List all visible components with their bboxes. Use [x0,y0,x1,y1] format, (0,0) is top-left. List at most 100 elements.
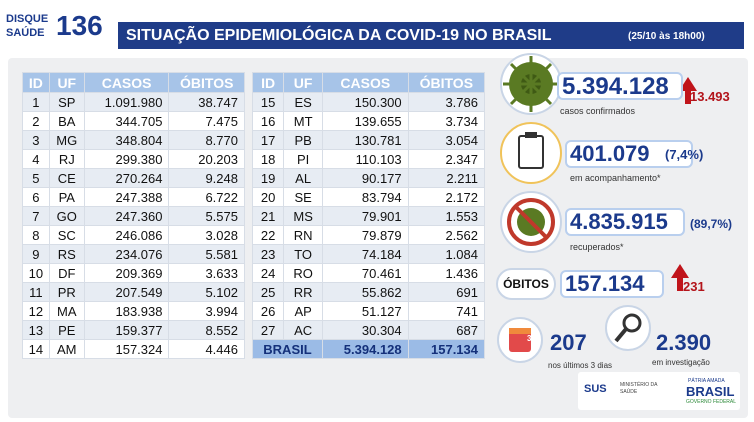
title: SITUAÇÃO EPIDEMIOLÓGICA DA COVID-19 NO B… [126,27,552,44]
cell: 246.086 [83,225,170,245]
total-cell: 157.134 [407,339,486,359]
cell: 4.446 [168,339,245,359]
cell: 10 [22,263,50,283]
cell: 24 [251,263,285,283]
cell: 687 [407,320,486,340]
cell: DF [48,263,85,283]
cell: 20.203 [168,149,245,169]
cell: 741 [407,301,486,321]
cell: PI [283,149,323,169]
cell: 130.781 [321,130,409,150]
cell: ES [283,92,323,112]
deaths-box [560,270,664,298]
cell: 209.369 [83,263,170,283]
table-left: ID UF CASOS ÓBITOS 1 SP 1.091.980 38.747 2 BA 344.… [22,72,245,359]
cell: 1 [22,92,50,112]
cell: 344.705 [83,111,170,131]
total-cell: BRASIL [252,339,323,359]
cell: 7.475 [168,111,245,131]
cell: TO [283,244,323,264]
column-header: ID [22,72,50,93]
cell: 17 [251,130,285,150]
table-right: ID UF CASOS ÓBITOS 15 ES 150.300 3.786 16 MT 139.6… [251,72,486,359]
cell: 12 [22,301,50,321]
cell: PR [48,282,85,302]
cell: 79.901 [321,206,409,226]
row: 2 BA 344.705 7.475 [22,111,245,131]
cell: 3.786 [407,92,486,112]
confirmed-increase: 13.493 [690,89,730,104]
cell: 2.172 [407,187,486,207]
sus-logo: SUS [584,383,607,395]
cell: SP [48,92,85,112]
cell: 6.722 [168,187,245,207]
cell: 7 [22,206,50,226]
cell: SE [283,187,323,207]
column-header: UF [283,72,323,93]
cell: AL [283,168,323,188]
column-header: CASOS [321,72,409,93]
cell: RN [283,225,323,245]
recovered-value: 4.835.915 [570,209,668,234]
row: 1 SP 1.091.980 38.747 [22,92,245,112]
cell: AP [283,301,323,321]
header-row: ID UF CASOS ÓBITOS [251,72,486,93]
cell: 9 [22,244,50,264]
cell: BA [48,111,85,131]
title-bar: SITUAÇÃO EPIDEMIOLÓGICA DA COVID-19 NO B… [118,22,744,49]
row: 4 RJ 299.380 20.203 [22,149,245,169]
confirmed-box [557,72,683,100]
logo-top: DISQUE [6,13,49,25]
cell: 1.553 [407,206,486,226]
cell: PB [283,130,323,150]
header-row: ID UF CASOS ÓBITOS [22,72,245,93]
cell: 691 [407,282,486,302]
row: 6 PA 247.388 6.722 [22,187,245,207]
row: 23 TO 74.184 1.084 [251,244,486,264]
row: 12 MA 183.938 3.994 [22,301,245,321]
cell: 79.879 [321,225,409,245]
cell: 5.575 [168,206,245,226]
row: 10 DF 209.369 3.633 [22,263,245,283]
column-header: ÓBITOS [407,72,486,93]
cell: 26 [251,301,285,321]
monitoring-value: 401.079 [570,141,650,166]
cell: 2.347 [407,149,486,169]
logo: DISQUE SAÚDE 136 [6,10,112,48]
row: 19 AL 90.177 2.211 [251,168,486,188]
timestamp: (25/10 às 18h00) [628,31,705,42]
cell: 3.994 [168,301,245,321]
deaths-value: 157.134 [565,271,645,296]
monitoring-label: em acompanhamento* [570,173,661,183]
confirmed-value: 5.394.128 [562,73,669,100]
cell: SC [48,225,85,245]
cell: 1.084 [407,244,486,264]
cell: RO [283,263,323,283]
row: 24 RO 70.461 1.436 [251,263,486,283]
row: 18 PI 110.103 2.347 [251,149,486,169]
row: 25 RR 55.862 691 [251,282,486,302]
cell: 5.581 [168,244,245,264]
cell: 348.804 [83,130,170,150]
row: 9 RS 234.076 5.581 [22,244,245,264]
cell: 3.734 [407,111,486,131]
investigation-label: em investigação [652,358,710,367]
row: 21 MS 79.901 1.553 [251,206,486,226]
cell: 22 [251,225,285,245]
cell: GO [48,206,85,226]
column-header: UF [48,72,85,93]
cell: 159.377 [83,320,170,340]
cell: 183.938 [83,301,170,321]
recovered-label: recuperados* [570,242,624,252]
row: 7 GO 247.360 5.575 [22,206,245,226]
cell: 3.028 [168,225,245,245]
cell: 25 [251,282,285,302]
cell: 1.436 [407,263,486,283]
deaths-increase: 231 [683,279,705,294]
column-header: CASOS [83,72,170,93]
cell: 11 [22,282,50,302]
total-cell: 5.394.128 [321,339,409,359]
cell: 3.054 [407,130,486,150]
cell: PA [48,187,85,207]
